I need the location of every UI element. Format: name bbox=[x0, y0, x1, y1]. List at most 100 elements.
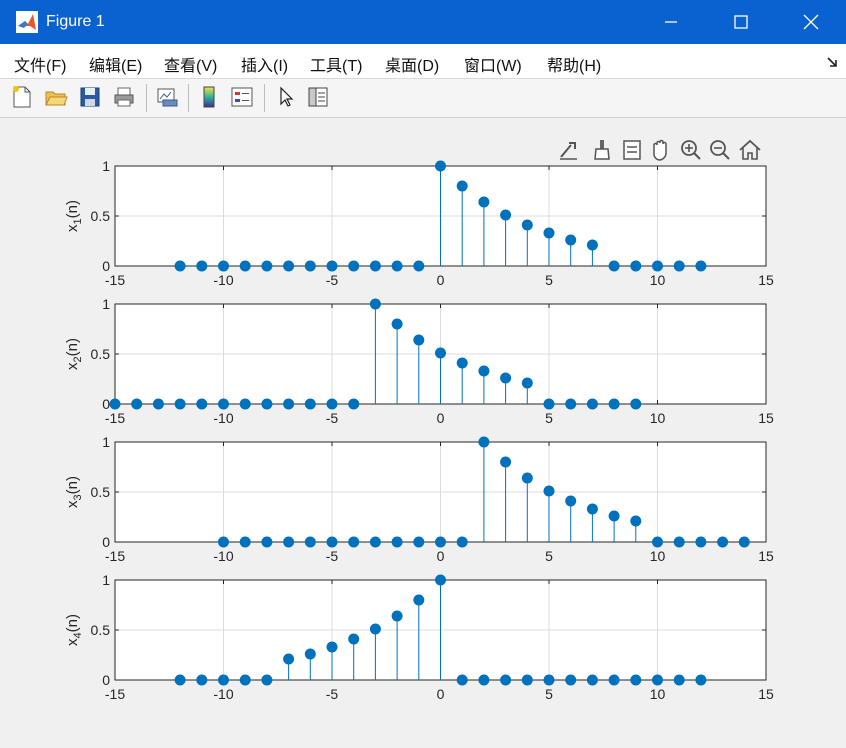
save-icon[interactable] bbox=[78, 85, 102, 109]
open-file-icon[interactable] bbox=[44, 85, 68, 109]
menu-insert[interactable]: 插入(I) bbox=[241, 58, 289, 75]
stem-marker bbox=[543, 398, 555, 410]
matlab-logo-icon bbox=[16, 11, 38, 33]
new-figure-icon[interactable] bbox=[10, 85, 34, 109]
stem-marker bbox=[304, 398, 316, 410]
minimize-icon bbox=[665, 21, 677, 23]
pan-hand-icon[interactable] bbox=[648, 137, 674, 163]
menu-view[interactable]: 查看(V) bbox=[164, 58, 218, 75]
y-tick-label: 0.5 bbox=[91, 622, 111, 638]
y-tick-label: 0 bbox=[102, 672, 110, 688]
zoom-in-icon[interactable] bbox=[678, 137, 704, 163]
stem-marker bbox=[478, 436, 490, 448]
stem-marker bbox=[717, 536, 729, 548]
property-editor-icon[interactable] bbox=[306, 85, 330, 109]
stem-marker bbox=[239, 536, 251, 548]
export-icon[interactable] bbox=[557, 137, 583, 163]
menu-help[interactable]: 帮助(H) bbox=[547, 58, 602, 75]
y-tick-label: 1 bbox=[102, 158, 110, 174]
dock-arrow-icon[interactable] bbox=[826, 56, 838, 68]
x-tick-label: 10 bbox=[650, 410, 666, 426]
x-tick-label: -10 bbox=[213, 548, 233, 564]
menu-edit[interactable]: 编辑(E) bbox=[89, 58, 143, 75]
stem-marker bbox=[521, 377, 533, 389]
y-tick-label: 0 bbox=[102, 258, 110, 274]
stem-marker bbox=[261, 536, 273, 548]
x-tick-label: 15 bbox=[758, 272, 774, 288]
x-tick-label: 0 bbox=[437, 410, 445, 426]
menu-desktop[interactable]: 桌面(D) bbox=[385, 58, 440, 75]
y-tick-label: 0 bbox=[102, 396, 110, 412]
stem-marker bbox=[586, 503, 598, 515]
stem-marker bbox=[369, 260, 381, 272]
stem-marker bbox=[369, 623, 381, 635]
stem-marker bbox=[174, 398, 186, 410]
maximize-icon bbox=[734, 15, 748, 29]
subplot-3: -15 -10 -5 0 5 10 15 0 0.5 1 x3(n) bbox=[64, 434, 774, 564]
y-axis-label: x1(n) bbox=[64, 200, 84, 232]
stem-marker bbox=[261, 398, 273, 410]
brush-icon[interactable] bbox=[589, 137, 615, 163]
toolbar-separator bbox=[146, 84, 147, 112]
maximize-button[interactable] bbox=[710, 0, 772, 44]
x-tick-label: -15 bbox=[105, 686, 125, 702]
stem-marker bbox=[218, 674, 229, 686]
stem-marker bbox=[326, 260, 338, 272]
stem-marker bbox=[521, 219, 533, 231]
stem-marker bbox=[608, 674, 620, 686]
stem-marker bbox=[413, 260, 425, 272]
stem-marker bbox=[456, 674, 468, 686]
stem-marker bbox=[630, 398, 642, 410]
stem-marker bbox=[673, 536, 685, 548]
stem-marker bbox=[239, 674, 251, 686]
minimize-button[interactable] bbox=[640, 0, 702, 44]
stem-marker bbox=[543, 674, 555, 686]
stem-marker bbox=[586, 674, 598, 686]
data-tips-icon[interactable] bbox=[619, 137, 645, 163]
stem-marker bbox=[413, 536, 425, 548]
toolbar-separator bbox=[264, 84, 265, 112]
pointer-icon[interactable] bbox=[274, 85, 298, 109]
insert-colorbar-icon[interactable] bbox=[197, 85, 221, 109]
menu-window[interactable]: 窗口(W) bbox=[464, 58, 522, 75]
stem-marker bbox=[500, 372, 512, 384]
stem-marker bbox=[196, 260, 208, 272]
menu-file[interactable]: 文件(F) bbox=[14, 58, 67, 75]
zoom-out-icon[interactable] bbox=[707, 137, 733, 163]
link-plot-icon[interactable] bbox=[155, 85, 179, 109]
stem-marker bbox=[369, 536, 381, 548]
subplot-4: -15 -10 -5 0 5 10 15 0 0.5 1 x4(n) bbox=[64, 572, 774, 702]
stem-marker bbox=[239, 398, 251, 410]
insert-legend-icon[interactable] bbox=[230, 85, 254, 109]
x-tick-label: 10 bbox=[650, 272, 666, 288]
stem-marker bbox=[456, 536, 468, 548]
x-tick-label: -15 bbox=[105, 272, 125, 288]
print-icon[interactable] bbox=[112, 85, 136, 109]
stem-marker bbox=[261, 260, 273, 272]
close-button[interactable] bbox=[780, 0, 842, 44]
close-icon bbox=[803, 14, 819, 30]
stem-marker bbox=[391, 536, 403, 548]
y-tick-label: 0.5 bbox=[91, 208, 111, 224]
stem-marker bbox=[456, 180, 468, 192]
stem-marker bbox=[413, 334, 425, 346]
stem-marker bbox=[586, 239, 598, 251]
title-bar: Figure 1 bbox=[0, 0, 846, 44]
stem-marker bbox=[196, 674, 208, 686]
stem-marker bbox=[109, 398, 121, 410]
stem-marker bbox=[283, 653, 295, 665]
stem-marker bbox=[326, 641, 338, 653]
x-tick-label: 15 bbox=[758, 548, 774, 564]
x-tick-label: -15 bbox=[105, 548, 125, 564]
x-tick-label: 5 bbox=[545, 548, 553, 564]
y-tick-label: 1 bbox=[102, 296, 110, 312]
menu-tools[interactable]: 工具(T) bbox=[310, 58, 363, 75]
x-tick-label: -10 bbox=[213, 272, 233, 288]
stem-marker bbox=[391, 318, 403, 330]
home-icon[interactable] bbox=[737, 137, 763, 163]
x-tick-label: -10 bbox=[213, 686, 233, 702]
stem-marker bbox=[261, 674, 273, 686]
y-tick-label: 1 bbox=[102, 434, 110, 450]
stem-marker bbox=[521, 472, 533, 484]
stem-marker bbox=[565, 398, 577, 410]
